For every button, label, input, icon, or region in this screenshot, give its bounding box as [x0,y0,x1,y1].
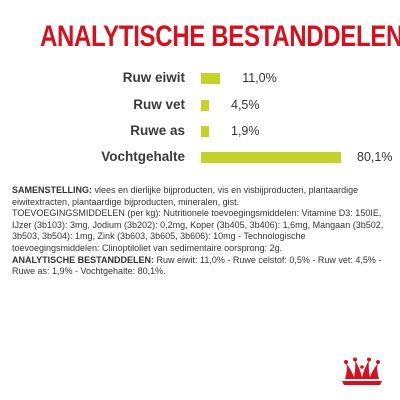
nutrient-value: 11,0% [242,71,277,85]
nutrient-label: Ruw eiwit [122,70,185,85]
nutrient-label: Ruw vet [133,97,185,112]
crown-shape [342,357,382,385]
samenstelling-paragraph: SAMENSTELLING: vlees en dierlijke bijpro… [12,185,392,208]
nutrient-value: 1,9% [231,124,260,138]
nutrient-bar [201,73,221,84]
samenstelling-text: vlees en dierlijke bijproducten, vis en … [12,185,359,207]
royal-canin-crown-icon [342,357,382,385]
nutrient-value: 80,1% [357,150,393,164]
page-title: ANALYTISCHE BESTANDDELEN [40,20,400,53]
samenstelling-label: SAMENSTELLING: [12,185,92,195]
analytische-text: Ruw eiwit: 11,0% - Ruwe celstof: 0,5% - … [12,254,382,277]
toevoegingsmiddelen-paragraph: TOEVOEGINGSMIDDELEN (per kg): Nutritione… [12,208,384,253]
nutrient-chart: Ruw eiwit 11,0% Ruw vet 4,5% Ruwe as 1,9… [0,0,400,180]
analytische-paragraph: ANALYTISCHE BESTANDDELEN: Ruw eiwit: 11,… [12,255,392,278]
composition-text: SAMENSTELLING: vlees en dierlijke bijpro… [12,185,392,278]
analytische-label: ANALYTISCHE BESTANDDELEN: [12,254,155,265]
nutrient-label: Ruwe as [130,123,185,138]
nutrient-bar [201,152,341,163]
nutrient-bar [201,126,209,137]
nutrient-value: 4,5% [231,98,260,112]
nutrient-label: Vochtgehalte [101,149,185,164]
nutrient-bar [201,100,209,111]
